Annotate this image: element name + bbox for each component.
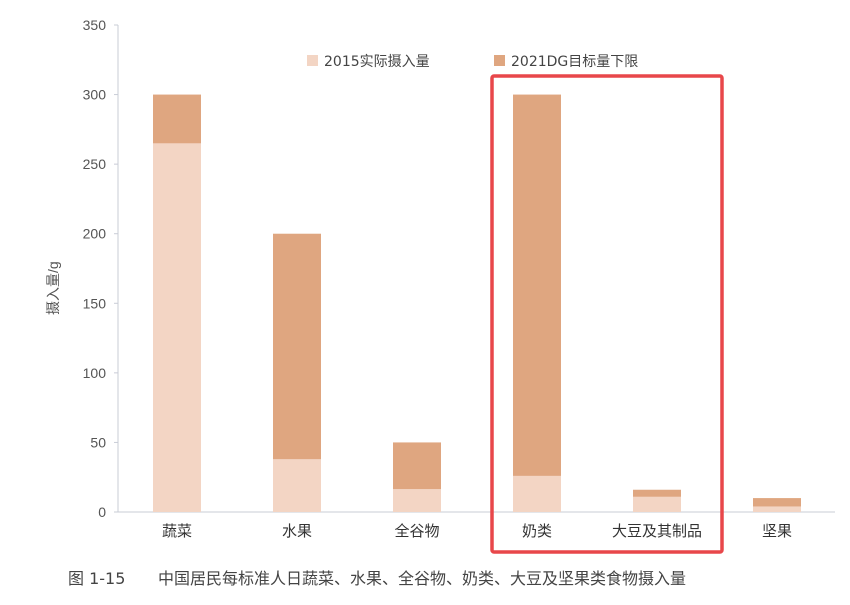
y-tick-label: 300	[83, 87, 107, 103]
bar-actual-2	[393, 489, 441, 512]
legend-swatch-target	[494, 55, 505, 66]
y-axis-label: 摄入量/g	[45, 261, 61, 315]
caption-text: 中国居民每标准人日蔬菜、水果、全谷物、奶类、大豆及坚果类食物摄入量	[158, 569, 686, 588]
highlight-box	[490, 74, 724, 554]
x-tick-label: 奶类	[522, 522, 552, 540]
y-tick-label: 100	[83, 365, 107, 381]
legend-swatch-actual	[307, 55, 318, 66]
bar-actual-1	[273, 459, 321, 512]
bar-target-3	[513, 94, 561, 513]
legend-label-target: 2021DG目标量下限	[511, 54, 638, 70]
x-tick-label: 全谷物	[394, 522, 439, 540]
y-tick-label: 250	[83, 156, 107, 172]
y-tick-label: 0	[98, 504, 106, 520]
bar-actual-4	[633, 496, 681, 512]
axes: 0 50 100 150 200 250 300 350 蔬菜 水果 全谷物 奶类 大豆及其制品 坚果	[83, 17, 835, 540]
x-tick-label: 水果	[282, 522, 312, 540]
bars	[153, 94, 801, 513]
x-tick-label: 蔬菜	[162, 522, 192, 540]
legend-label-actual: 2015实际摄入量	[324, 54, 430, 70]
legend: 2015实际摄入量 2021DG目标量下限	[307, 54, 638, 70]
bar-actual-0	[153, 143, 201, 512]
caption-label: 图 1-15	[68, 569, 125, 588]
bar-actual-5	[753, 506, 801, 512]
bar-actual-3	[513, 475, 561, 512]
x-tick-label: 大豆及其制品	[612, 522, 702, 540]
y-tick-label: 350	[83, 17, 107, 33]
y-tick-label: 200	[83, 226, 107, 242]
y-tick-label: 150	[83, 295, 107, 311]
x-tick-label: 坚果	[762, 522, 792, 540]
y-tick-label: 50	[90, 434, 106, 450]
